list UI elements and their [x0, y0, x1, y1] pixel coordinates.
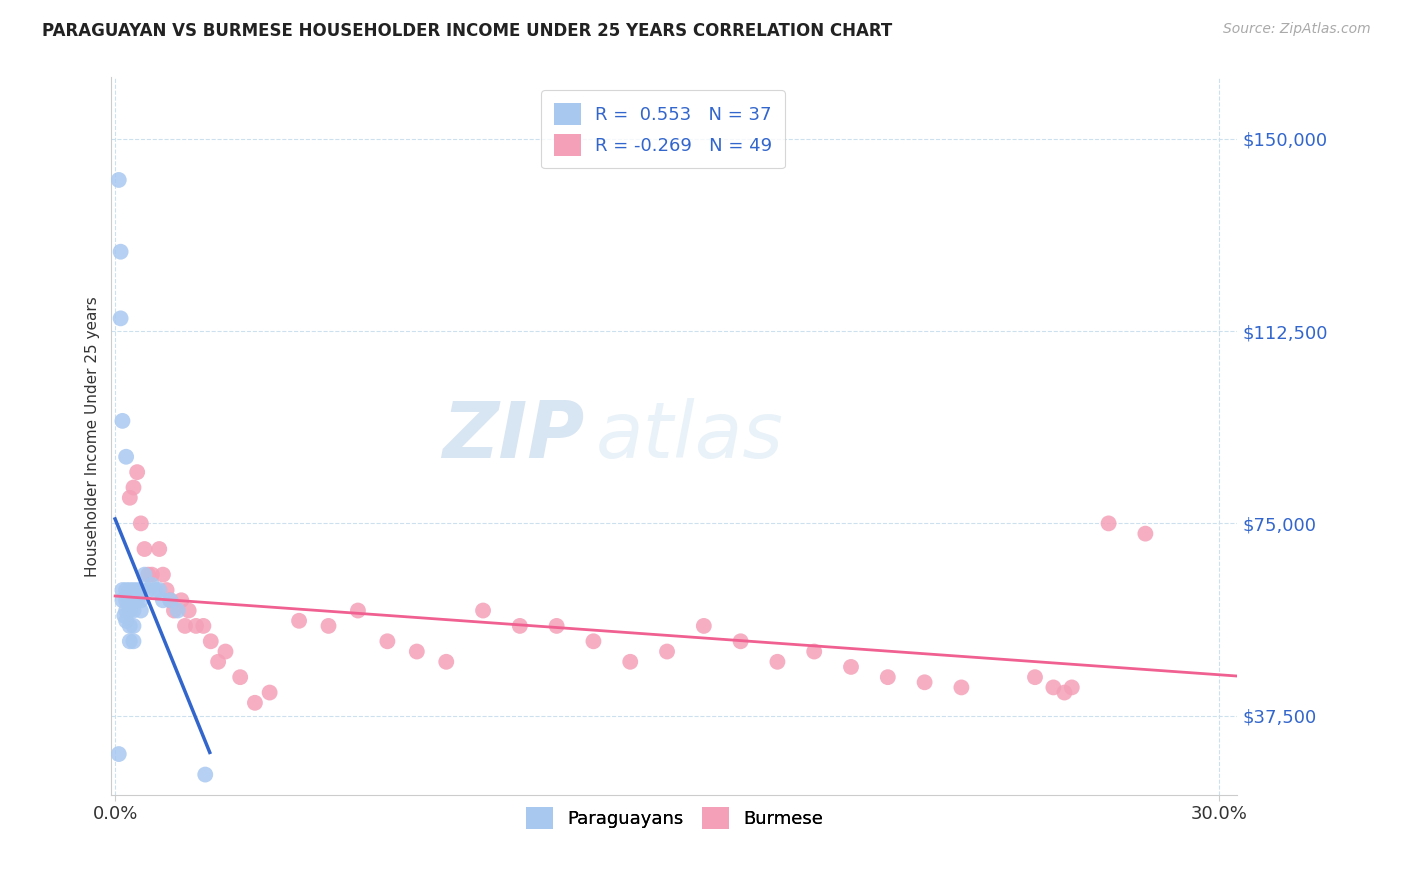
Point — [122, 582, 145, 597]
Point — [318, 619, 340, 633]
Point — [1042, 681, 1064, 695]
Point — [207, 655, 229, 669]
Legend: Paraguayans, Burmese: Paraguayans, Burmese — [519, 800, 830, 837]
Point — [118, 603, 141, 617]
Point — [1053, 685, 1076, 699]
Point — [136, 582, 159, 597]
Point — [127, 465, 149, 479]
Point — [118, 634, 141, 648]
Point — [1135, 526, 1157, 541]
Point — [107, 173, 129, 187]
Point — [200, 634, 222, 648]
Point — [111, 414, 134, 428]
Point — [174, 619, 197, 633]
Point — [118, 619, 141, 633]
Point — [127, 593, 149, 607]
Point — [122, 634, 145, 648]
Point — [112, 608, 135, 623]
Point — [193, 619, 215, 633]
Point — [194, 767, 217, 781]
Point — [159, 593, 181, 607]
Point — [509, 619, 531, 633]
Text: PARAGUAYAN VS BURMESE HOUSEHOLDER INCOME UNDER 25 YEARS CORRELATION CHART: PARAGUAYAN VS BURMESE HOUSEHOLDER INCOME… — [42, 22, 893, 40]
Point — [582, 634, 605, 648]
Point — [259, 685, 281, 699]
Point — [405, 644, 427, 658]
Point — [134, 541, 156, 556]
Point — [472, 603, 495, 617]
Point — [110, 311, 132, 326]
Point — [177, 603, 200, 617]
Point — [115, 603, 138, 617]
Point — [377, 634, 399, 648]
Point — [170, 593, 193, 607]
Point — [434, 655, 457, 669]
Point — [159, 593, 181, 607]
Point — [122, 481, 145, 495]
Point — [122, 593, 145, 607]
Point — [347, 603, 370, 617]
Point — [730, 634, 752, 648]
Point — [110, 244, 132, 259]
Point — [134, 567, 156, 582]
Point — [1097, 516, 1119, 531]
Point — [127, 582, 149, 597]
Point — [107, 747, 129, 761]
Point — [229, 670, 252, 684]
Point — [122, 603, 145, 617]
Point — [914, 675, 936, 690]
Point — [148, 541, 170, 556]
Point — [1060, 681, 1083, 695]
Point — [166, 603, 188, 617]
Point — [141, 578, 163, 592]
Point — [148, 582, 170, 597]
Y-axis label: Householder Income Under 25 years: Householder Income Under 25 years — [86, 296, 100, 576]
Point — [122, 619, 145, 633]
Point — [129, 516, 152, 531]
Point — [1024, 670, 1046, 684]
Point — [214, 644, 236, 658]
Point — [288, 614, 311, 628]
Point — [145, 582, 167, 597]
Point — [115, 582, 138, 597]
Point — [115, 593, 138, 607]
Point — [766, 655, 789, 669]
Point — [111, 582, 134, 597]
Point — [163, 603, 186, 617]
Point — [152, 567, 174, 582]
Point — [655, 644, 678, 658]
Point — [839, 660, 862, 674]
Point — [243, 696, 266, 710]
Point — [184, 619, 207, 633]
Point — [155, 582, 177, 597]
Text: Source: ZipAtlas.com: Source: ZipAtlas.com — [1223, 22, 1371, 37]
Text: ZIP: ZIP — [441, 398, 585, 475]
Point — [136, 567, 159, 582]
Point — [118, 593, 141, 607]
Point — [118, 582, 141, 597]
Point — [619, 655, 641, 669]
Point — [141, 567, 163, 582]
Point — [115, 614, 138, 628]
Point — [546, 619, 568, 633]
Point — [111, 593, 134, 607]
Point — [693, 619, 716, 633]
Point — [118, 491, 141, 505]
Point — [129, 582, 152, 597]
Point — [115, 450, 138, 464]
Point — [152, 593, 174, 607]
Point — [129, 603, 152, 617]
Point — [876, 670, 898, 684]
Point — [129, 593, 152, 607]
Point — [803, 644, 825, 658]
Point — [950, 681, 973, 695]
Text: atlas: atlas — [596, 398, 783, 475]
